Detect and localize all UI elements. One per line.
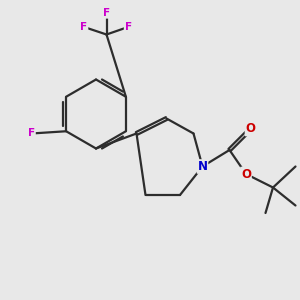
Text: N: N — [197, 160, 208, 173]
Text: O: O — [245, 122, 256, 136]
Text: F: F — [124, 22, 132, 32]
Text: F: F — [80, 22, 88, 32]
Text: F: F — [28, 128, 35, 139]
Text: F: F — [103, 8, 110, 18]
Text: O: O — [241, 167, 251, 181]
